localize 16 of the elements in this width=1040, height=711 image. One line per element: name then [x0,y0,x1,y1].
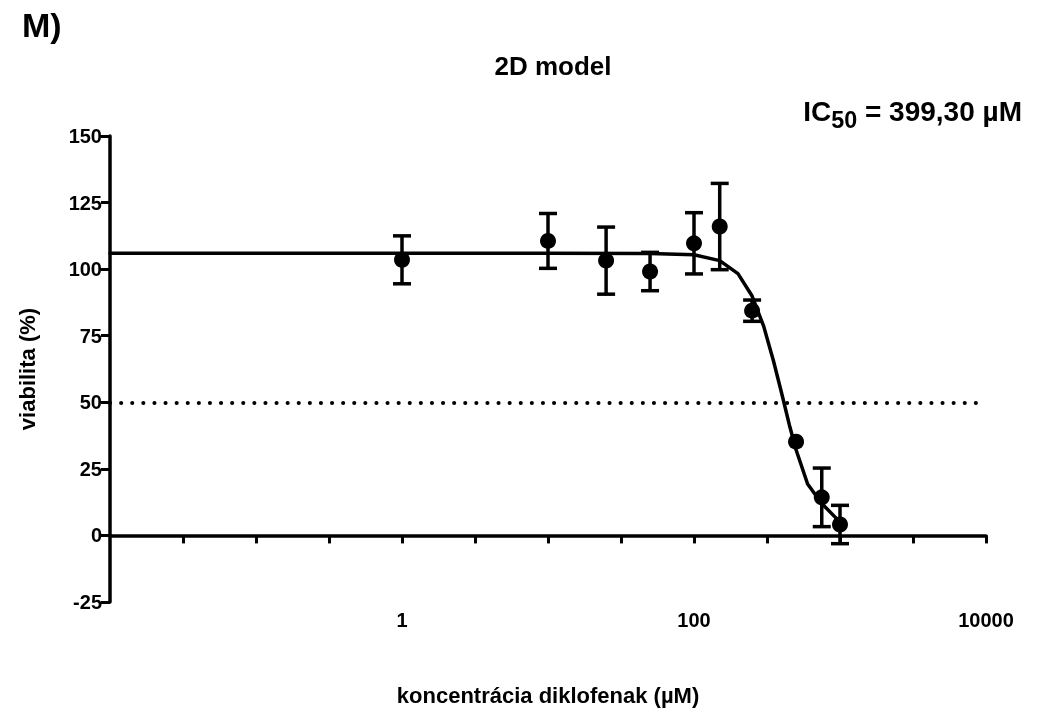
y-tick-label: 100 [68,258,102,281]
y-tick-label: 125 [68,191,102,214]
x-tick-label: 1 [396,609,408,631]
x-tick-label: 10000 [958,609,1014,631]
y-tick-label: -25 [73,591,102,613]
y-tick-label: 0 [90,524,102,547]
x-axis-title: koncentrácia diklofenak (µM) [396,682,700,708]
y-axis-title: viabilita (%) [14,307,40,431]
y-tick-label: 50 [79,391,102,414]
x-tick-label: 100 [677,609,711,631]
y-tick-label: 150 [68,125,102,147]
y-tick-label: 75 [79,324,102,347]
text: M) [22,6,62,45]
text: IC$_{50}$ = 399,30 µM [803,96,1022,134]
y-tick-label: 25 [79,457,102,480]
chart-title: 2D model [494,51,612,81]
